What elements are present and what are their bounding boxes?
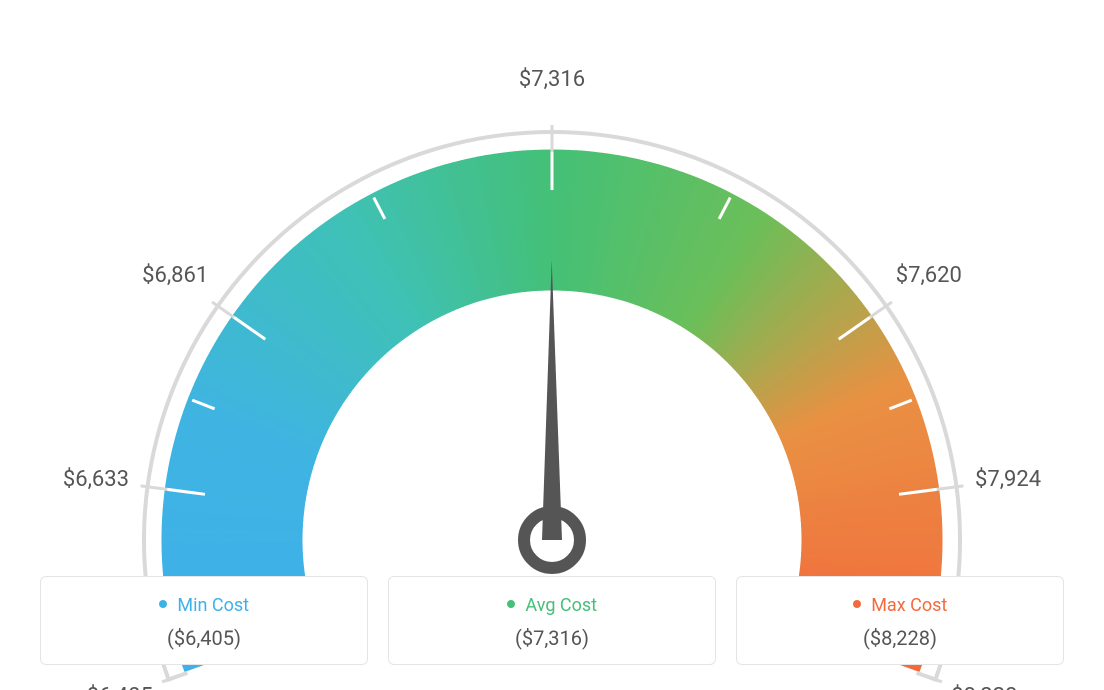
card-label: Max Cost	[871, 595, 947, 616]
card-dot-icon	[853, 600, 861, 608]
card-value: ($7,316)	[399, 626, 705, 650]
gauge-tick-label: $7,316	[519, 67, 585, 92]
card-value: ($8,228)	[747, 626, 1053, 650]
min-cost-card: Min Cost ($6,405)	[40, 576, 368, 665]
gauge-tick-label: $8,228	[951, 684, 1017, 690]
card-label: Min Cost	[177, 595, 249, 616]
card-title: Max Cost	[747, 595, 1053, 616]
card-label: Avg Cost	[525, 595, 597, 616]
card-title: Avg Cost	[399, 595, 705, 616]
card-title: Min Cost	[51, 595, 357, 616]
card-value: ($6,405)	[51, 626, 357, 650]
gauge-chart-container: $6,405 $6,633 $6,861 $7,316 $7,620 $7,924 $8,2…	[0, 0, 1104, 690]
avg-cost-card: Avg Cost ($7,316)	[388, 576, 716, 665]
cost-cards-row: Min Cost ($6,405) Avg Cost ($7,316) Max …	[0, 576, 1104, 665]
gauge-tick-label: $7,620	[896, 263, 962, 288]
card-dot-icon	[159, 600, 167, 608]
gauge-needle	[542, 260, 562, 540]
max-cost-card: Max Cost ($8,228)	[736, 576, 1064, 665]
gauge-tick-label: $6,405	[87, 684, 153, 690]
gauge-tick-label: $6,633	[63, 467, 129, 492]
card-dot-icon	[507, 600, 515, 608]
gauge-tick-label: $7,924	[975, 467, 1041, 492]
gauge-tick-label: $6,861	[142, 263, 208, 288]
